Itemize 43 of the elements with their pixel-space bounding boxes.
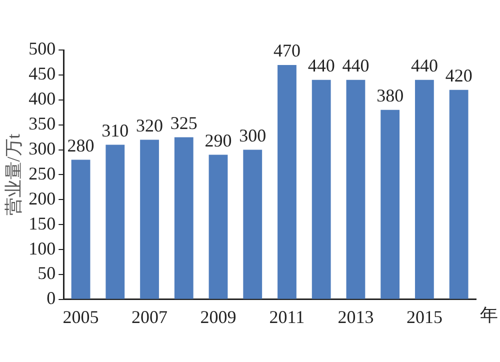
x-tick-label: 2015 xyxy=(406,306,442,327)
data-label: 320 xyxy=(136,116,164,136)
y-tick-label: 500 xyxy=(28,38,56,59)
y-tick-label: 200 xyxy=(28,188,56,208)
bar xyxy=(380,110,400,299)
y-tick-label: 50 xyxy=(38,263,56,284)
bar xyxy=(71,160,90,299)
data-label: 470 xyxy=(273,40,300,61)
x-tick-label: 2009 xyxy=(200,306,236,327)
data-label: 380 xyxy=(376,86,404,106)
y-tick-label: 450 xyxy=(28,64,56,84)
data-label: 325 xyxy=(170,113,198,134)
y-tick-label: 0 xyxy=(46,288,56,308)
x-axis-title: 年 xyxy=(480,305,498,326)
y-tick-label: 300 xyxy=(28,138,56,158)
data-label: 310 xyxy=(102,120,129,141)
x-tick-label: 2011 xyxy=(269,306,305,327)
data-label: 420 xyxy=(445,66,472,86)
bar xyxy=(415,80,434,299)
x-tick-label: 2005 xyxy=(62,306,99,327)
y-axis-title: 营业量/万t xyxy=(4,134,24,216)
y-tick-label: 150 xyxy=(28,213,56,234)
data-label: 440 xyxy=(410,56,438,76)
data-label: 300 xyxy=(239,125,266,146)
bar xyxy=(449,90,468,299)
bar xyxy=(312,80,331,299)
x-tick-label: 2007 xyxy=(132,306,168,327)
bar xyxy=(140,140,159,299)
bar xyxy=(174,137,194,299)
data-label: 290 xyxy=(204,130,232,150)
y-tick-label: 250 xyxy=(28,163,56,184)
y-tick-label: 100 xyxy=(28,238,56,258)
bar xyxy=(243,150,262,299)
bar xyxy=(346,80,366,299)
bar xyxy=(278,64,296,299)
data-label: 280 xyxy=(67,135,94,156)
x-tick-label: 2013 xyxy=(338,306,374,327)
bar xyxy=(208,154,228,299)
data-label: 440 xyxy=(308,56,335,76)
bar xyxy=(106,144,125,299)
y-tick-label: 400 xyxy=(28,88,56,109)
data-label: 440 xyxy=(342,56,370,76)
y-tick-label: 350 xyxy=(28,114,56,134)
